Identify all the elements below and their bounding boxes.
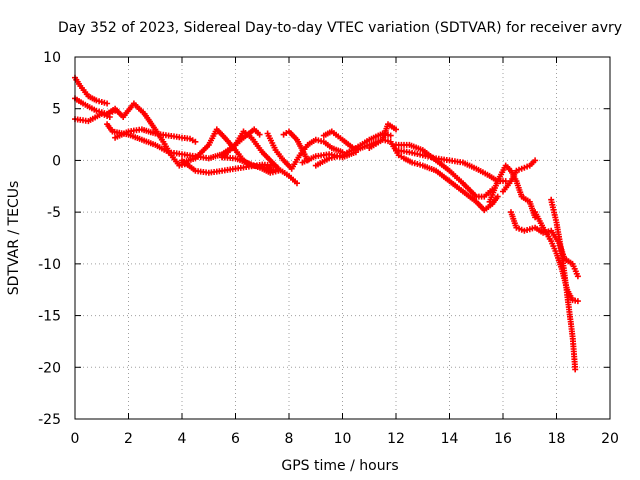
- y-tick-label: 10: [43, 50, 61, 66]
- data-series-track-23: [548, 196, 579, 373]
- x-tick-label: 20: [601, 431, 619, 447]
- data-point: [104, 100, 111, 107]
- x-tick-label: 4: [178, 431, 187, 447]
- axes: 0 2 4 6 8 10 12 14 16 18 20 10 5 0 -5 -10 -15 -20 -25: [38, 50, 619, 447]
- y-tick-label: -10: [38, 257, 61, 273]
- y-tick-label: -20: [38, 360, 61, 376]
- x-tick-label: 10: [334, 431, 352, 447]
- data-series-track-18: [393, 147, 509, 185]
- y-tick-label: 0: [52, 153, 61, 169]
- data-point: [387, 132, 394, 139]
- x-tick-label: 18: [548, 431, 566, 447]
- y-tick-label: 5: [52, 102, 61, 118]
- y-tick-label: -25: [38, 412, 61, 428]
- data-point: [572, 366, 579, 373]
- y-axis-label: SDTVAR / TECUs: [6, 181, 22, 296]
- chart-title: Day 352 of 2023, Sidereal Day-to-day VTE…: [58, 20, 622, 36]
- data-point: [294, 180, 300, 187]
- x-tick-label: 8: [285, 431, 294, 447]
- data-point: [256, 131, 263, 138]
- x-tick-label: 2: [124, 431, 133, 447]
- data-series-track-21: [508, 209, 581, 280]
- data-series-track-10: [219, 128, 300, 187]
- x-tick-label: 14: [441, 431, 459, 447]
- data-point: [393, 126, 399, 133]
- data-series-track-6: [104, 100, 191, 169]
- data-point: [532, 157, 539, 164]
- data-series-track-15: [320, 121, 399, 154]
- x-tick-label: 0: [71, 431, 80, 447]
- y-tick-label: -5: [47, 205, 61, 221]
- data-series-track-16: [366, 136, 501, 214]
- data-point: [192, 138, 199, 145]
- series-trace: [510, 211, 579, 278]
- x-tick-label: 12: [387, 431, 405, 447]
- data-series-track-20: [500, 157, 539, 195]
- x-axis-label: GPS time / hours: [281, 458, 398, 474]
- data-series-track-1: [72, 74, 111, 107]
- data-point: [574, 273, 581, 280]
- x-tick-label: 16: [494, 431, 512, 447]
- data-point: [574, 298, 581, 305]
- y-tick-label: -15: [38, 309, 61, 325]
- plot-area: [72, 74, 581, 373]
- data-series-track-5: [112, 126, 199, 145]
- data-point: [494, 193, 501, 200]
- data-point: [502, 178, 509, 185]
- grid: [75, 57, 610, 419]
- x-tick-label: 6: [231, 431, 240, 447]
